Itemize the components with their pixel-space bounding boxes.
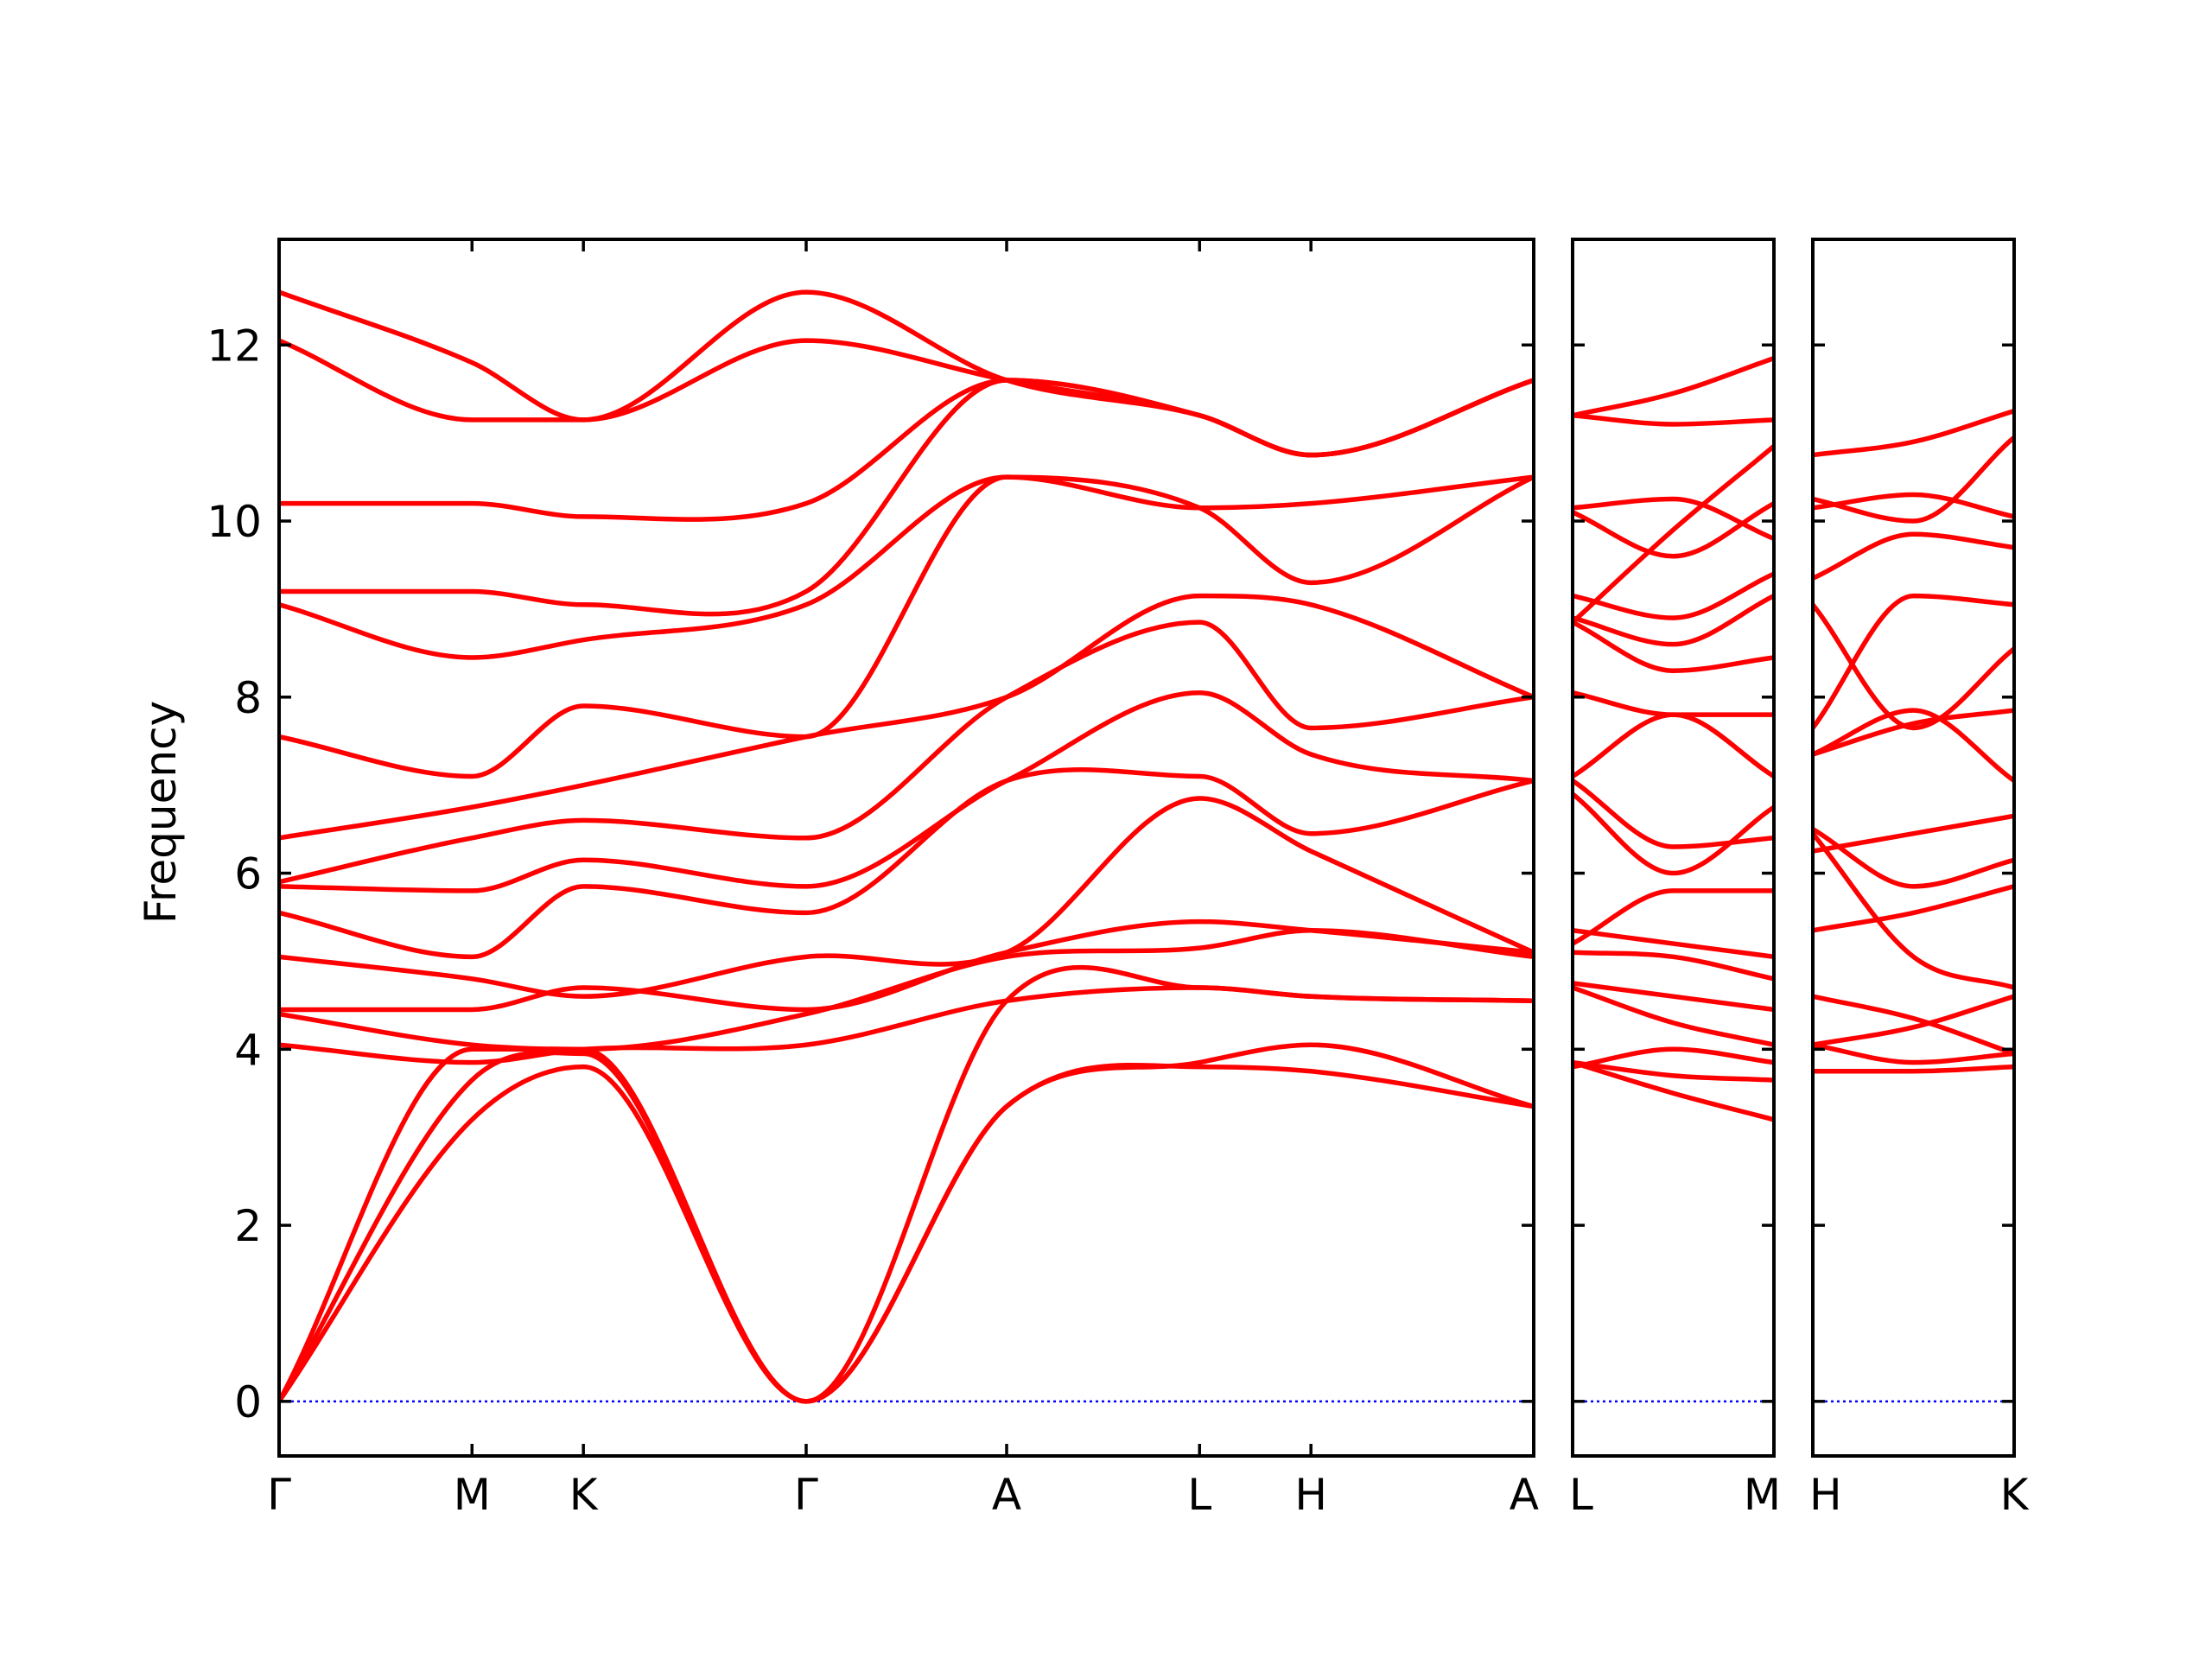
band-line [1813,531,2014,581]
band-line [1813,994,2014,1047]
band-line [1813,708,2014,784]
y-axis-label: Frequency [136,701,186,924]
band-line [1573,355,1774,418]
band-line [1813,813,2014,854]
band-line [1813,826,2014,889]
band-line [1573,985,1774,1047]
x-tick-label: A [992,1470,1021,1520]
band-line [1573,500,1774,559]
band-line [1573,928,1774,960]
band-line [1813,994,2014,1057]
band-line [279,620,1534,885]
x-tick-label: M [1744,1470,1781,1520]
x-tick-label: L [1187,1470,1211,1520]
x-tick-label: Γ [794,1470,818,1520]
band-line [1573,690,1774,717]
y-tick-label: 4 [234,1025,262,1075]
band-line [1573,413,1774,427]
y-tick-label: 6 [234,849,262,899]
band-line [279,593,1534,841]
y-tick-label: 8 [234,673,262,723]
band-line [1573,593,1774,647]
x-tick-label: H [1809,1470,1842,1520]
band-line [1813,1064,2014,1074]
band-line [1813,593,2014,731]
band-line [279,474,1534,660]
band-line [279,796,1534,999]
x-tick-label: L [1569,1470,1593,1520]
x-tick-label: M [454,1470,491,1520]
panel-frame [277,238,1535,1458]
band-line [279,767,1534,960]
band-group [279,289,1534,1404]
band-group [1813,408,2014,1074]
band-line [1573,443,1774,625]
band-line [1573,888,1774,946]
y-tick-label: 12 [207,321,262,371]
chart-panel-1: 0 2 4 6 8 10 12 Γ M K Γ A L H A [207,238,1539,1520]
x-tick-label: K [2000,1470,2030,1520]
band-line [1813,408,2014,458]
band-group [1573,355,1774,1122]
band-line [1813,884,2014,933]
x-tick-label: H [1294,1470,1327,1520]
band-line [1573,950,1774,982]
band-line [1573,571,1774,620]
band-line [279,985,1534,1065]
panel-frame [1811,238,2016,1458]
band-line [1813,830,2014,990]
x-tick-label: K [569,1470,599,1520]
band-line [1573,791,1774,876]
band-line [1573,620,1774,673]
band-line [279,289,1534,458]
band-line [1573,981,1774,1013]
band-line [279,1042,1534,1404]
band-line [279,474,1534,779]
x-tick-label: A [1510,1470,1539,1520]
x-tick-label: Γ [267,1470,291,1520]
band-line [1573,778,1774,849]
band-line [279,918,1534,1013]
band-line [1573,1046,1774,1070]
band-line [279,690,1534,893]
y-tick-label: 10 [207,497,262,547]
y-tick-label: 2 [234,1201,262,1251]
band-line [1813,602,2014,731]
band-line [1813,1042,2014,1065]
y-tick-label: 0 [234,1377,262,1427]
band-line [1573,1059,1774,1083]
band-line [1813,708,2014,757]
band-line [1573,1059,1774,1122]
band-line [1813,492,2014,519]
panel-frame [1571,238,1776,1458]
band-line [1813,435,2014,524]
